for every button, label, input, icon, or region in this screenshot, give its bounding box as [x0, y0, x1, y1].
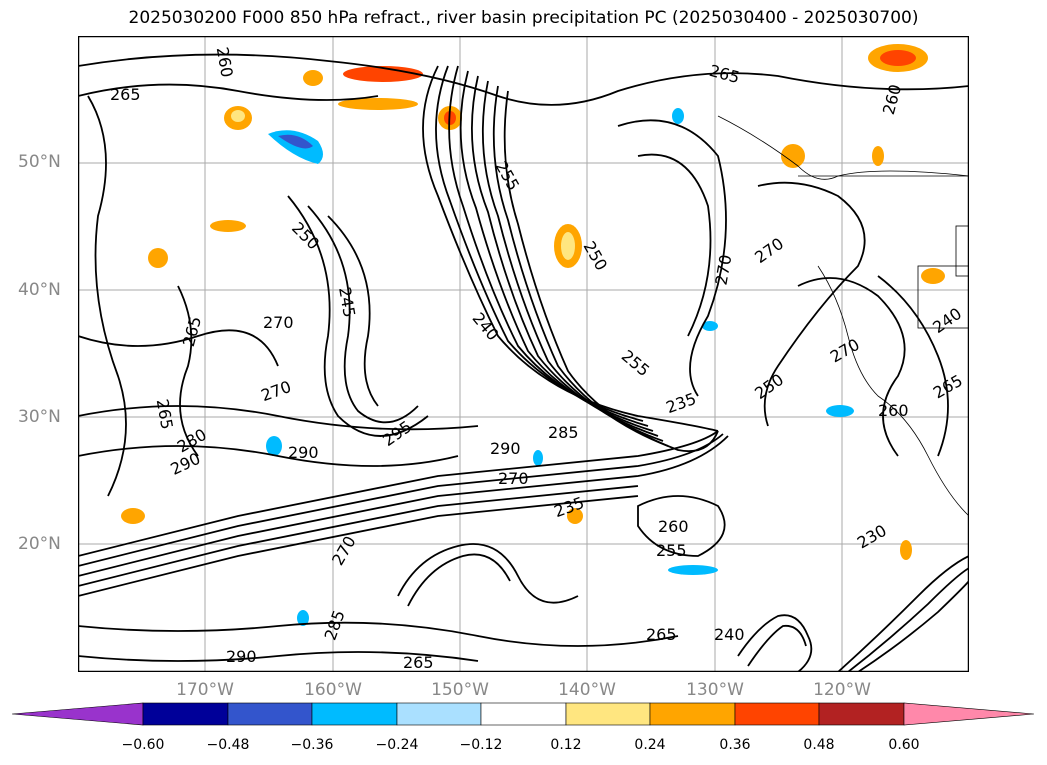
map-title: 2025030200 F000 850 hPa refract., river … [128, 8, 919, 28]
colorbar-segment [311, 702, 398, 726]
colorbar-tick-label: 0.12 [550, 737, 582, 753]
contour-label: 260 [658, 517, 689, 536]
colorbar-tick-label: 0.60 [888, 737, 920, 753]
contour-label: 265 [646, 625, 677, 644]
lon-label: 160°W [304, 680, 362, 700]
contour-label: 260 [878, 401, 909, 420]
colorbar-segment [396, 702, 482, 726]
contour-label: 285 [548, 423, 579, 442]
colorbar-segment [142, 702, 229, 726]
lon-label: 170°W [176, 680, 234, 700]
colorbar-segment [565, 702, 651, 726]
lon-label: 120°W [813, 680, 871, 700]
lat-label: 30°N [18, 407, 61, 427]
colorbar-segment [734, 702, 820, 726]
colorbar-tick-label: 0.24 [634, 737, 666, 753]
contour-label: 270 [498, 469, 529, 488]
colorbar [12, 702, 1035, 726]
colorbar-segment [818, 702, 905, 726]
colorbar-tick-label: 0.36 [719, 737, 751, 753]
contour-label: 290 [226, 647, 257, 666]
lon-label: 130°W [686, 680, 744, 700]
contour-label: 265 [110, 85, 141, 104]
colorbar-tick-label: 0.48 [803, 737, 835, 753]
colorbar-tick-label: −0.60 [121, 737, 165, 753]
colorbar-segment [649, 702, 736, 726]
colorbar-tick-label: −0.48 [206, 737, 250, 753]
refractivity-contours [78, 53, 969, 672]
contour-label: 265 [403, 653, 434, 672]
map-panel: 260 265 265 260 255 250 270 270 240 250 … [78, 36, 969, 672]
coastlines [717, 115, 969, 517]
contour-label: 290 [288, 443, 319, 462]
lat-label: 40°N [18, 280, 61, 300]
contour-label: 270 [263, 313, 294, 332]
colorbar-tick-label: −0.24 [375, 737, 419, 753]
contour-label: 255 [656, 541, 687, 560]
colorbar-tick-label: −0.12 [459, 737, 503, 753]
colorbar-segment [227, 702, 313, 726]
lon-label: 140°W [558, 680, 616, 700]
lon-label: 150°W [431, 680, 489, 700]
gridlines [78, 36, 969, 672]
colorbar-tick-label: −0.36 [290, 737, 334, 753]
lat-label: 20°N [18, 534, 61, 554]
colorbar-segment [480, 702, 567, 726]
lat-label: 50°N [18, 152, 61, 172]
map-frame [78, 36, 969, 672]
colorbar-extend-max [903, 702, 1035, 726]
contour-label: 240 [714, 625, 745, 644]
precip-shading [121, 44, 945, 626]
contour-label: 290 [490, 439, 521, 458]
colorbar-extend-min [12, 702, 144, 726]
